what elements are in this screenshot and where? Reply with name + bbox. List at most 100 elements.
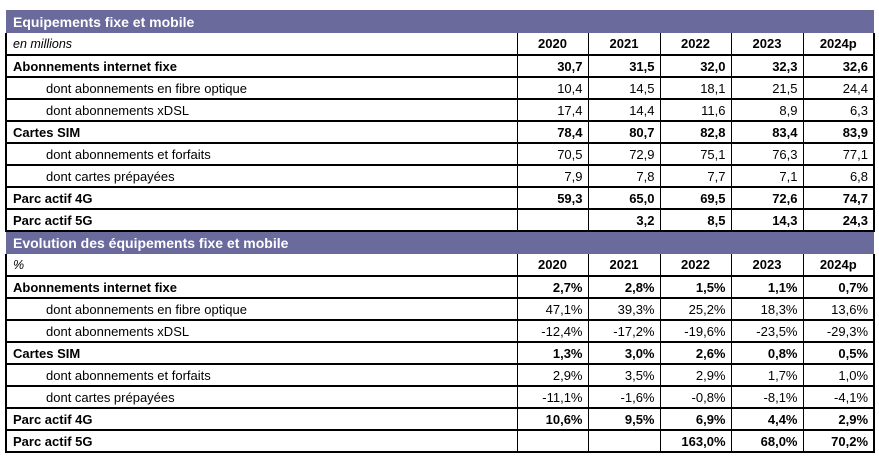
value-cell: 83,4 — [730, 120, 804, 144]
value-cell: 3,5% — [587, 363, 661, 387]
value-cell: 2,9% — [516, 363, 589, 387]
value-cell — [587, 429, 661, 453]
row-label: Abonnements internet fixe — [5, 54, 518, 78]
year-header-cell: 2021 — [587, 33, 661, 56]
value-cell: 75,1 — [659, 142, 732, 166]
table-row: Parc actif 4G 59,3 65,0 69,5 72,6 74,7 — [5, 186, 876, 210]
value-cell: 18,3% — [730, 297, 804, 321]
value-cell: 7,8 — [587, 164, 661, 188]
table-row: Abonnements internet fixe 30,7 31,5 32,0 32,… — [5, 54, 876, 78]
value-cell: 3,0% — [587, 341, 661, 365]
table-row: Cartes SIM 1,3% 3,0% 2,6% 0,8% 0,5% — [5, 341, 876, 365]
value-cell: 1,0% — [802, 363, 876, 387]
row-label: Parc actif 5G — [5, 429, 518, 453]
value-cell: 70,2% — [802, 429, 876, 453]
table-row: Abonnements internet fixe 2,7% 2,8% 1,5% 1,1… — [5, 275, 876, 299]
section-title: Equipements fixe et mobile — [6, 10, 875, 33]
table-row: dont abonnements en fibre optique 47,1% 39… — [5, 297, 876, 321]
value-cell: 77,1 — [802, 142, 876, 166]
value-cell: 0,7% — [802, 275, 876, 299]
value-cell: 47,1% — [516, 297, 589, 321]
row-label: Cartes SIM — [5, 120, 518, 144]
value-cell: 4,4% — [730, 407, 804, 431]
year-header-cell: 2023 — [730, 254, 804, 277]
row-label: Cartes SIM — [5, 341, 518, 365]
value-cell: 0,5% — [802, 341, 876, 365]
value-cell: 1,7% — [730, 363, 804, 387]
value-cell — [516, 208, 589, 232]
table-row: dont cartes prépayées -11,1% -1,6% -0,8% -8,… — [5, 385, 876, 409]
value-cell: 76,3 — [730, 142, 804, 166]
value-cell: 24,4 — [802, 76, 876, 100]
row-label: dont cartes prépayées — [5, 164, 518, 188]
year-header-cell: 2022 — [659, 33, 732, 56]
value-cell: 82,8 — [659, 120, 732, 144]
value-cell: 21,5 — [730, 76, 804, 100]
value-cell: 0,8% — [730, 341, 804, 365]
value-cell: 6,8 — [802, 164, 876, 188]
value-cell: 7,9 — [516, 164, 589, 188]
table-row: Parc actif 5G 163,0% 68,0% 70,2% — [5, 429, 876, 453]
value-cell: -29,3% — [802, 319, 876, 343]
value-cell: -17,2% — [587, 319, 661, 343]
value-cell: 2,9% — [802, 407, 876, 431]
table-row: dont abonnements et forfaits 2,9% 3,5% 2,9%… — [5, 363, 876, 387]
value-cell: -1,6% — [587, 385, 661, 409]
value-cell: -4,1% — [802, 385, 876, 409]
row-label: Parc actif 4G — [5, 407, 518, 431]
value-cell: 7,1 — [730, 164, 804, 188]
value-cell: -23,5% — [730, 319, 804, 343]
unit-label: en millions — [5, 33, 518, 56]
value-cell: 72,9 — [587, 142, 661, 166]
value-cell: 74,7 — [802, 186, 876, 210]
row-label: Abonnements internet fixe — [5, 275, 518, 299]
value-cell: 17,4 — [516, 98, 589, 122]
year-header-cell: 2020 — [516, 33, 589, 56]
value-cell: 2,7% — [516, 275, 589, 299]
table-row: Parc actif 5G 3,2 8,5 14,3 24,3 — [5, 208, 876, 232]
value-cell: 25,2% — [659, 297, 732, 321]
table-row: dont abonnements et forfaits 70,5 72,9 75,1… — [5, 142, 876, 166]
value-cell: -8,1% — [730, 385, 804, 409]
row-label: dont abonnements et forfaits — [5, 363, 518, 387]
value-cell: 31,5 — [587, 54, 661, 78]
value-cell: 32,3 — [730, 54, 804, 78]
value-cell: 32,0 — [659, 54, 732, 78]
row-label: dont abonnements et forfaits — [5, 142, 518, 166]
row-label: Parc actif 5G — [5, 208, 518, 232]
value-cell: 14,5 — [587, 76, 661, 100]
section-title: Evolution des équipements fixe et mobile — [6, 231, 875, 254]
value-cell: -12,4% — [516, 319, 589, 343]
section-header-row: Evolution des équipements fixe et mobile — [6, 231, 875, 254]
table-row: dont abonnements xDSL 17,4 14,4 11,6 8,9 6,3 — [5, 98, 876, 122]
value-cell: 11,6 — [659, 98, 732, 122]
value-cell: 80,7 — [587, 120, 661, 144]
value-cell: -19,6% — [659, 319, 732, 343]
table-row: Parc actif 4G 10,6% 9,5% 6,9% 4,4% 2,9% — [5, 407, 876, 431]
row-label: dont abonnements en fibre optique — [5, 297, 518, 321]
value-cell: 32,6 — [802, 54, 876, 78]
value-cell: -11,1% — [516, 385, 589, 409]
value-cell: 13,6% — [802, 297, 876, 321]
value-cell: 3,2 — [587, 208, 661, 232]
table-row: Cartes SIM 78,4 80,7 82,8 83,4 83,9 — [5, 120, 876, 144]
value-cell: 68,0% — [730, 429, 804, 453]
value-cell: 6,9% — [659, 407, 732, 431]
value-cell: 7,7 — [659, 164, 732, 188]
year-header-cell: 2024p — [802, 33, 876, 56]
value-cell: 1,3% — [516, 341, 589, 365]
row-label: Parc actif 4G — [5, 186, 518, 210]
equipment-stats-table: Equipements fixe et mobile en millions 202… — [5, 10, 876, 453]
table-row: dont abonnements xDSL -12,4% -17,2% -19,6% -… — [5, 319, 876, 343]
value-cell: 14,4 — [587, 98, 661, 122]
table-row: dont abonnements en fibre optique 10,4 14,… — [5, 76, 876, 100]
value-cell: 14,3 — [730, 208, 804, 232]
year-header-cell: 2024p — [802, 254, 876, 277]
value-cell: 2,6% — [659, 341, 732, 365]
value-cell: 1,5% — [659, 275, 732, 299]
value-cell: 2,8% — [587, 275, 661, 299]
value-cell: 30,7 — [516, 54, 589, 78]
value-cell: 72,6 — [730, 186, 804, 210]
value-cell: 10,4 — [516, 76, 589, 100]
